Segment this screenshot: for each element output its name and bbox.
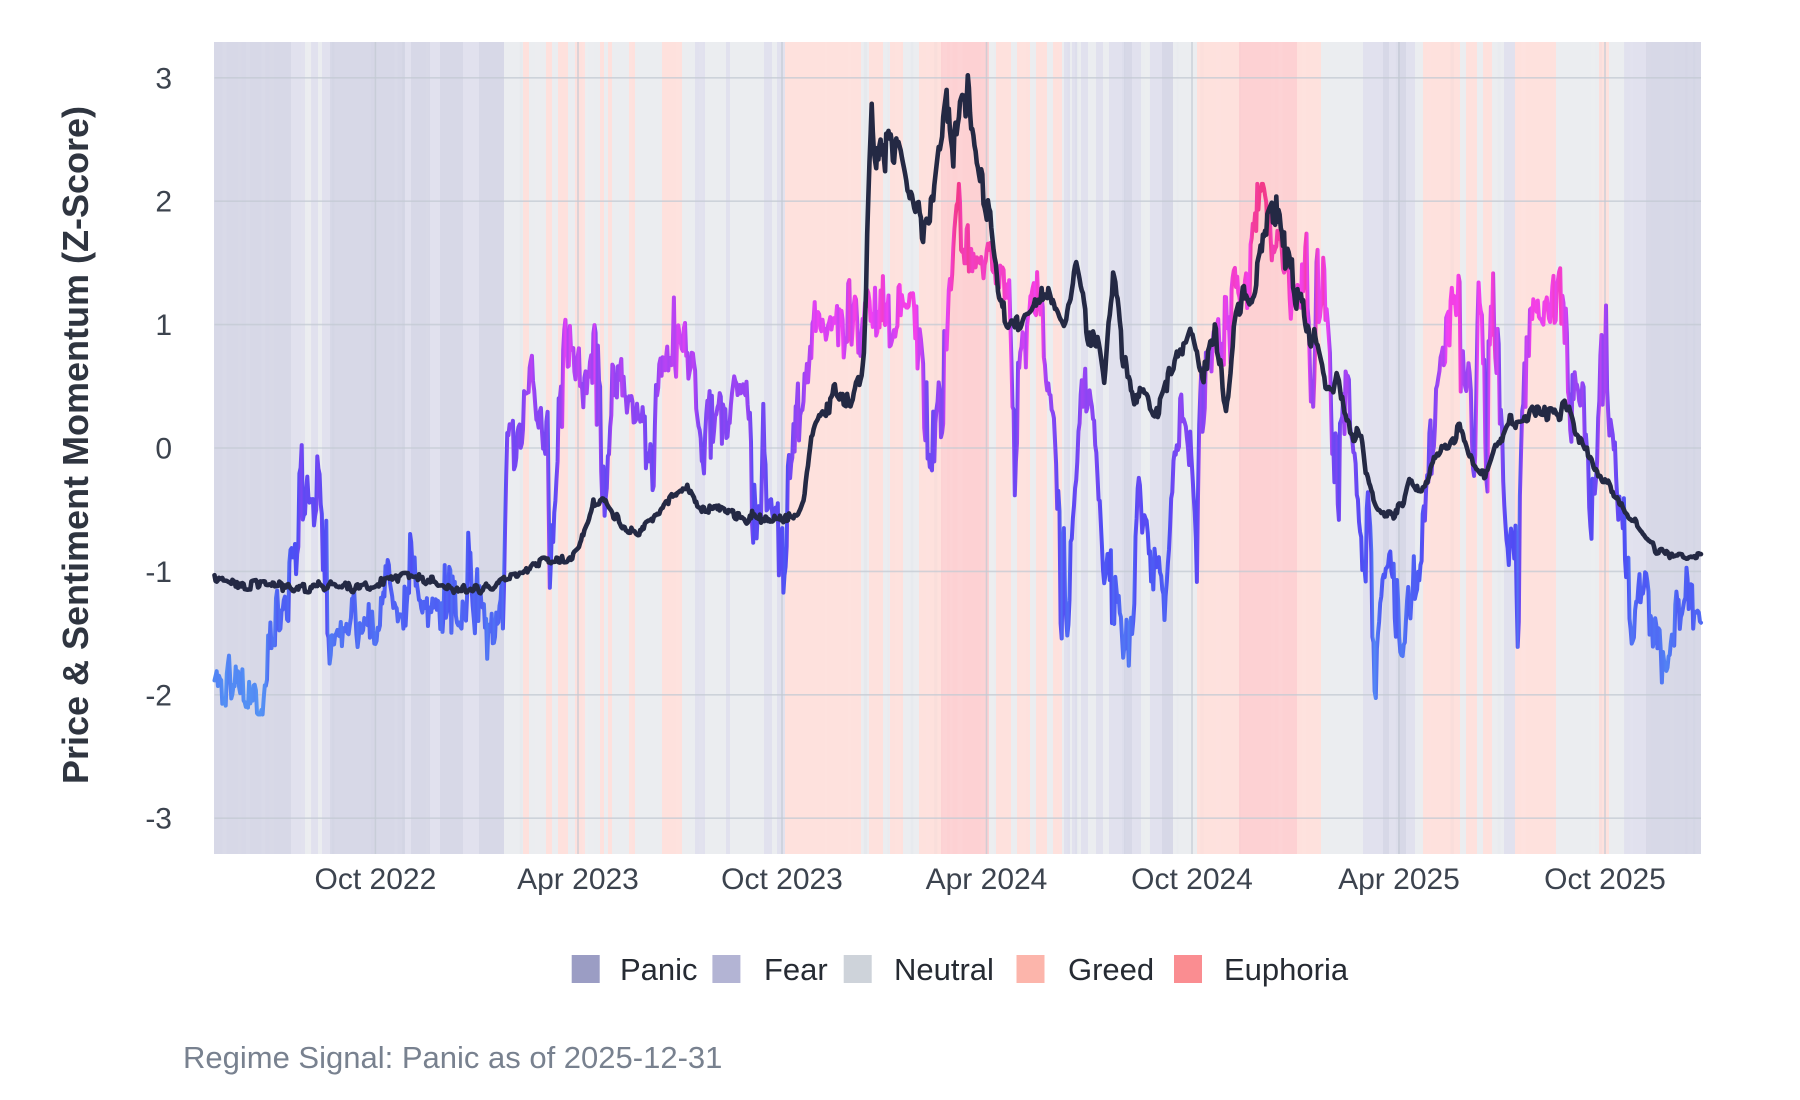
svg-text:-3: -3 — [145, 803, 172, 836]
svg-text:Greed: Greed — [1068, 952, 1154, 987]
svg-text:Panic: Panic — [620, 952, 698, 987]
svg-text:Oct 2023: Oct 2023 — [721, 863, 843, 896]
svg-text:0: 0 — [155, 433, 172, 466]
svg-text:Oct 2024: Oct 2024 — [1131, 863, 1253, 896]
svg-text:-1: -1 — [145, 556, 172, 589]
svg-text:Oct 2025: Oct 2025 — [1544, 863, 1666, 896]
svg-text:Oct 2022: Oct 2022 — [315, 863, 437, 896]
svg-text:Apr 2024: Apr 2024 — [926, 863, 1048, 896]
svg-text:2: 2 — [155, 186, 172, 219]
svg-text:Apr 2025: Apr 2025 — [1338, 863, 1460, 896]
svg-text:3: 3 — [155, 62, 172, 95]
svg-text:Regime Signal: Panic as of 202: Regime Signal: Panic as of 2025-12-31 — [183, 1040, 722, 1075]
svg-text:-2: -2 — [145, 679, 172, 712]
svg-text:Euphoria: Euphoria — [1224, 952, 1349, 987]
svg-text:Apr 2023: Apr 2023 — [517, 863, 639, 896]
svg-text:Neutral: Neutral — [894, 952, 994, 987]
svg-text:1: 1 — [155, 309, 172, 342]
svg-text:Fear: Fear — [764, 952, 828, 987]
svg-text:Price & Sentiment Momentum (Z-: Price & Sentiment Momentum (Z-Score) — [55, 106, 96, 784]
